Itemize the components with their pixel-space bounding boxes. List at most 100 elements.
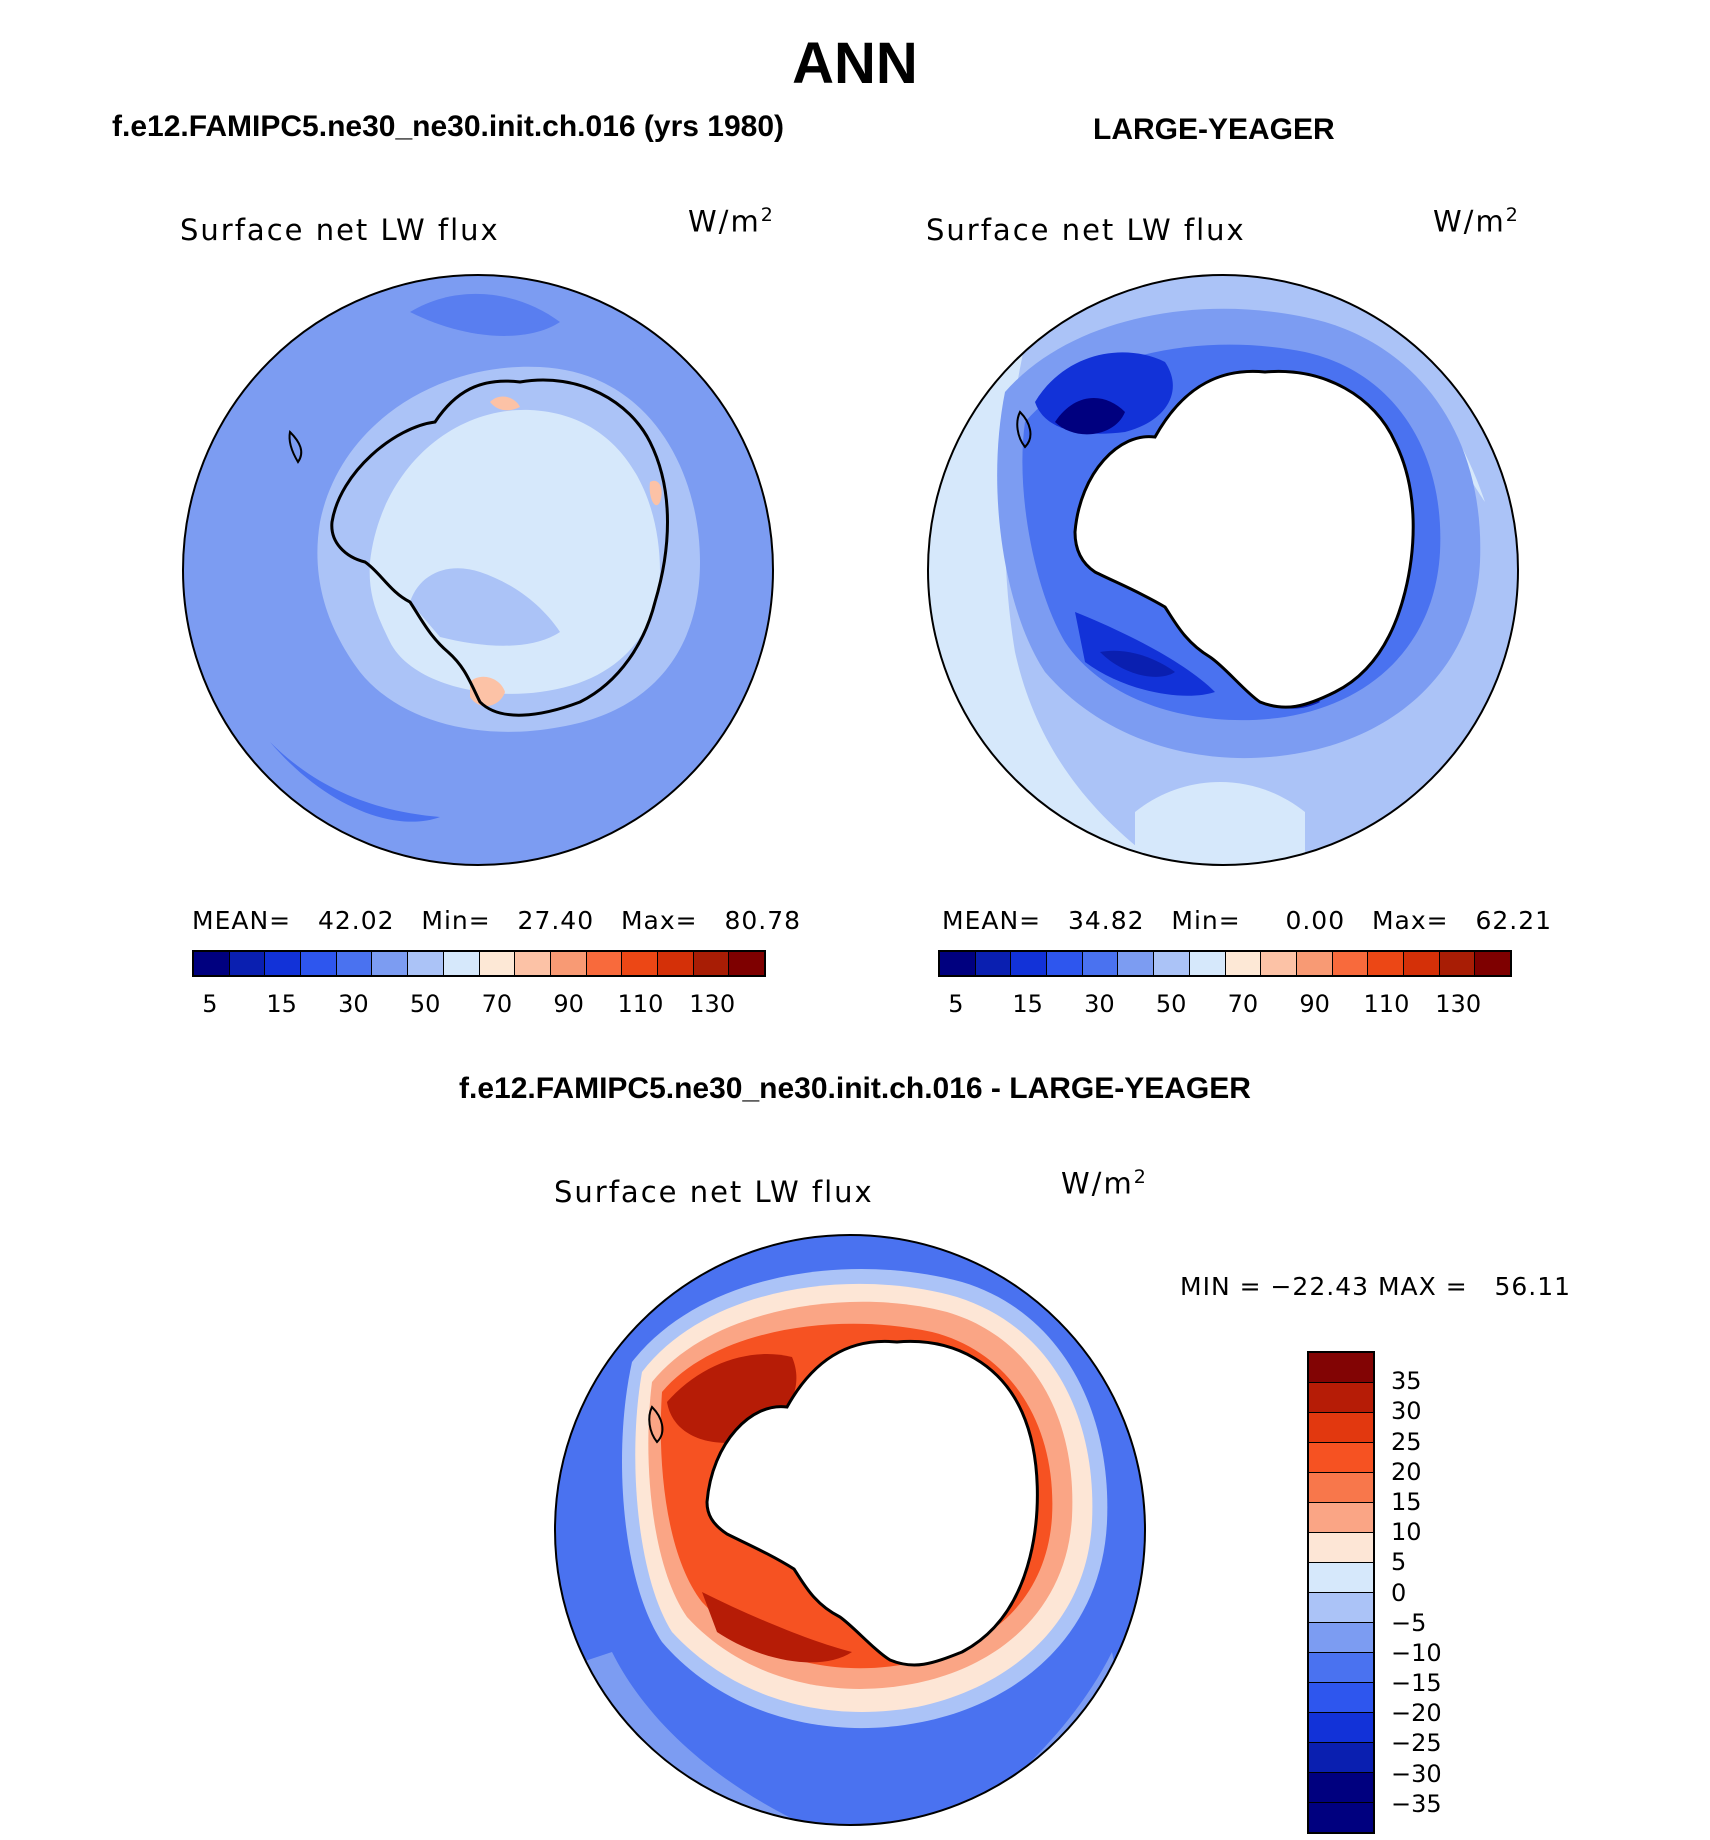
colorbar-swatch (515, 952, 551, 975)
colorbar-swatch (693, 952, 730, 975)
colorbar-tick-label: 10 (1391, 1518, 1422, 1547)
colorbar-tick-label: 30 (1084, 990, 1115, 1018)
colorbar-tick-label: −10 (1391, 1638, 1442, 1667)
colorbar-swatch (1309, 1353, 1373, 1383)
colorbar-swatch (1118, 952, 1155, 975)
colorbar-swatch (1309, 1743, 1373, 1773)
colorbar-tick-label: 5 (1391, 1548, 1407, 1577)
colorbar-tick-label: 35 (1391, 1367, 1422, 1396)
colorbar-swatch (975, 952, 1012, 975)
colorbar-swatch (1309, 1413, 1373, 1443)
colorbar-tick-label: 70 (481, 990, 513, 1018)
panel-2-map (927, 274, 1519, 866)
colorbar-swatch (550, 952, 587, 975)
colorbar-tick-label: 30 (338, 990, 369, 1018)
colorbar-tick-label: 30 (1391, 1397, 1422, 1426)
colorbar-tick-label: −25 (1391, 1729, 1442, 1758)
colorbar-swatch (940, 952, 976, 975)
colorbar-swatch (1309, 1473, 1373, 1503)
colorbar-swatch (1368, 952, 1404, 975)
colorbar-swatch (1309, 1773, 1373, 1803)
panel-1-variable-label: Surface net LW flux (180, 213, 500, 247)
colorbar-swatch (1332, 952, 1369, 975)
panel-1-colorbar (192, 950, 766, 977)
colorbar-swatch (1309, 1383, 1373, 1413)
colorbar-tick-label: 90 (553, 990, 584, 1018)
panel-3-case-title: f.e12.FAMIPC5.ne30_ne30.init.ch.016 - LA… (459, 1072, 1251, 1105)
colorbar-swatch (1309, 1503, 1373, 1533)
panel-3-colorbar (1307, 1351, 1375, 1834)
panel-2-colorbar-labels: 5 15 30 50 70 90 110 130 (938, 990, 1512, 1020)
colorbar-tick-label: 15 (1391, 1487, 1422, 1516)
colorbar-swatch (1309, 1593, 1373, 1623)
colorbar-tick-label: −20 (1391, 1699, 1442, 1728)
colorbar-tick-label: 90 (1299, 990, 1330, 1018)
colorbar-swatch (1225, 952, 1262, 975)
colorbar-swatch (1082, 952, 1119, 975)
colorbar-tick-label: −5 (1391, 1608, 1427, 1637)
colorbar-swatch (622, 952, 658, 975)
colorbar-tick-label: 50 (409, 990, 441, 1018)
page-title: ANN (792, 31, 918, 96)
colorbar-tick-label: 130 (689, 990, 736, 1018)
panel-3-stats: MIN = −22.43 MAX = 56.11 (1180, 1272, 1572, 1301)
colorbar-tick-label: 0 (1391, 1578, 1407, 1607)
colorbar-tick-label: 15 (1012, 990, 1043, 1018)
panel-1-stats: MEAN= 42.02 Min= 27.40 Max= 80.78 (192, 906, 802, 935)
panel-1-colorbar-labels: 5 15 30 50 70 90 110 130 (192, 990, 766, 1020)
colorbar-tick-label: 20 (1391, 1457, 1422, 1486)
colorbar-swatch (1403, 952, 1440, 975)
panel-2-units: W/m2 (1433, 204, 1520, 239)
colorbar-tick-label: 5 (948, 990, 964, 1018)
colorbar-swatch (1189, 952, 1226, 975)
colorbar-tick-label: −15 (1391, 1669, 1442, 1698)
colorbar-swatch (1475, 952, 1510, 975)
colorbar-tick-label: 110 (1363, 990, 1410, 1018)
colorbar-swatch (194, 952, 230, 975)
colorbar-tick-label: −30 (1391, 1759, 1442, 1788)
colorbar-swatch (1309, 1653, 1373, 1683)
colorbar-swatch (1309, 1713, 1373, 1743)
panel-3-variable-label: Surface net LW flux (554, 1175, 874, 1209)
colorbar-swatch (336, 952, 373, 975)
colorbar-tick-label: 70 (1227, 990, 1259, 1018)
colorbar-swatch (1309, 1563, 1373, 1593)
colorbar-swatch (229, 952, 266, 975)
colorbar-swatch (729, 952, 764, 975)
colorbar-swatch (586, 952, 623, 975)
colorbar-tick-label: 50 (1155, 990, 1187, 1018)
panel-2-variable-label: Surface net LW flux (926, 213, 1246, 247)
colorbar-swatch (1047, 952, 1083, 975)
colorbar-swatch (479, 952, 516, 975)
colorbar-tick-label: 5 (202, 990, 218, 1018)
colorbar-swatch (301, 952, 337, 975)
panel-1-units: W/m2 (688, 204, 775, 239)
colorbar-swatch (265, 952, 302, 975)
colorbar-swatch (443, 952, 480, 975)
colorbar-swatch (1309, 1443, 1373, 1473)
colorbar-swatch (1011, 952, 1048, 975)
colorbar-swatch (408, 952, 444, 975)
panel-2-stats: MEAN= 34.82 Min= 0.00 Max= 62.21 (942, 906, 1553, 935)
panel-2-case-title: LARGE-YEAGER (1093, 113, 1335, 146)
colorbar-swatch (657, 952, 694, 975)
panel-2-colorbar (938, 950, 1512, 977)
colorbar-swatch (372, 952, 409, 975)
panel-3-units: W/m2 (1061, 1166, 1148, 1201)
panel-3-map (554, 1234, 1146, 1826)
colorbar-swatch (1296, 952, 1333, 975)
colorbar-tick-label: 15 (266, 990, 297, 1018)
panel-1-case-title: f.e12.FAMIPC5.ne30_ne30.init.ch.016 (yrs… (112, 110, 784, 143)
panel-3-colorbar-labels: 35 30 25 20 15 10 5 0 −5 −10 −15 −20 −25 −30 −35 (1391, 1351, 1471, 1834)
colorbar-tick-label: 110 (617, 990, 664, 1018)
colorbar-swatch (1154, 952, 1190, 975)
colorbar-swatch (1309, 1683, 1373, 1713)
colorbar-swatch (1309, 1533, 1373, 1563)
colorbar-swatch (1309, 1803, 1373, 1832)
panel-1-map (182, 274, 774, 866)
colorbar-tick-label: −35 (1391, 1789, 1442, 1818)
colorbar-swatch (1261, 952, 1297, 975)
colorbar-tick-label: 25 (1391, 1427, 1422, 1456)
colorbar-swatch (1439, 952, 1476, 975)
colorbar-swatch (1309, 1623, 1373, 1653)
